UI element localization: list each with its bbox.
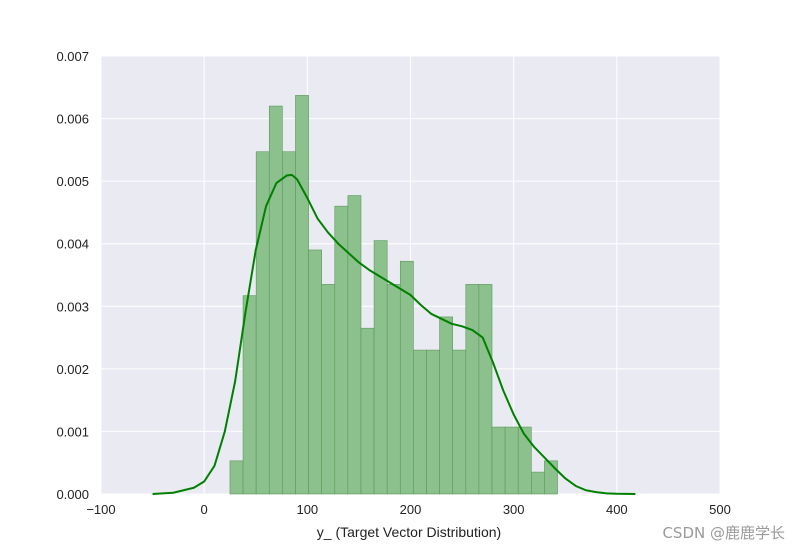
x-tick-label: 300 (503, 502, 525, 517)
y-axis-ticks: 0.000 0.001 0.002 0.003 0.004 0.005 0.006 0.007 (56, 49, 89, 502)
x-axis-ticks: −100 0 100 200 300 400 500 (86, 502, 731, 517)
histogram-bar (439, 316, 453, 495)
kde-curve (152, 173, 636, 495)
histogram-bar (531, 471, 545, 495)
histogram-bar (413, 349, 427, 495)
y-tick-label: 0.004 (56, 237, 89, 252)
histogram-bar (491, 426, 506, 495)
histogram-bar (268, 105, 283, 495)
watermark-text: CSDN @鹿鹿学长 (662, 524, 785, 542)
x-tick-label: −100 (86, 502, 115, 517)
y-tick-label: 0.005 (56, 174, 89, 189)
histogram-bar (360, 327, 375, 495)
histogram-bar (517, 426, 532, 495)
histogram-bar (321, 284, 336, 495)
x-tick-label: 400 (606, 502, 628, 517)
histogram-bar (295, 95, 309, 495)
x-tick-label: 0 (201, 502, 208, 517)
x-tick-label: 100 (296, 502, 318, 517)
histogram-bar (347, 195, 362, 495)
y-tick-label: 0.000 (56, 487, 89, 502)
y-tick-label: 0.003 (56, 299, 89, 314)
histogram-bar (504, 426, 519, 495)
histogram-bar (426, 349, 440, 495)
histogram-bar (478, 284, 493, 495)
histogram-bar (242, 295, 257, 495)
x-tick-label: 200 (400, 502, 422, 517)
histogram-bar (544, 460, 558, 495)
histogram-bar (386, 284, 401, 495)
y-tick-label: 0.006 (56, 112, 89, 127)
x-tick-label: 500 (709, 502, 731, 517)
x-axis-label: y_ (Target Vector Distribution) (317, 524, 501, 540)
y-tick-label: 0.001 (56, 424, 89, 439)
histogram-bar (465, 284, 480, 495)
histogram-bar (308, 249, 322, 495)
y-tick-label: 0.002 (56, 362, 89, 377)
histogram-bar (229, 460, 244, 495)
histogram-bar (282, 151, 296, 495)
histogram-bar (452, 349, 467, 495)
y-tick-label: 0.007 (56, 49, 89, 64)
